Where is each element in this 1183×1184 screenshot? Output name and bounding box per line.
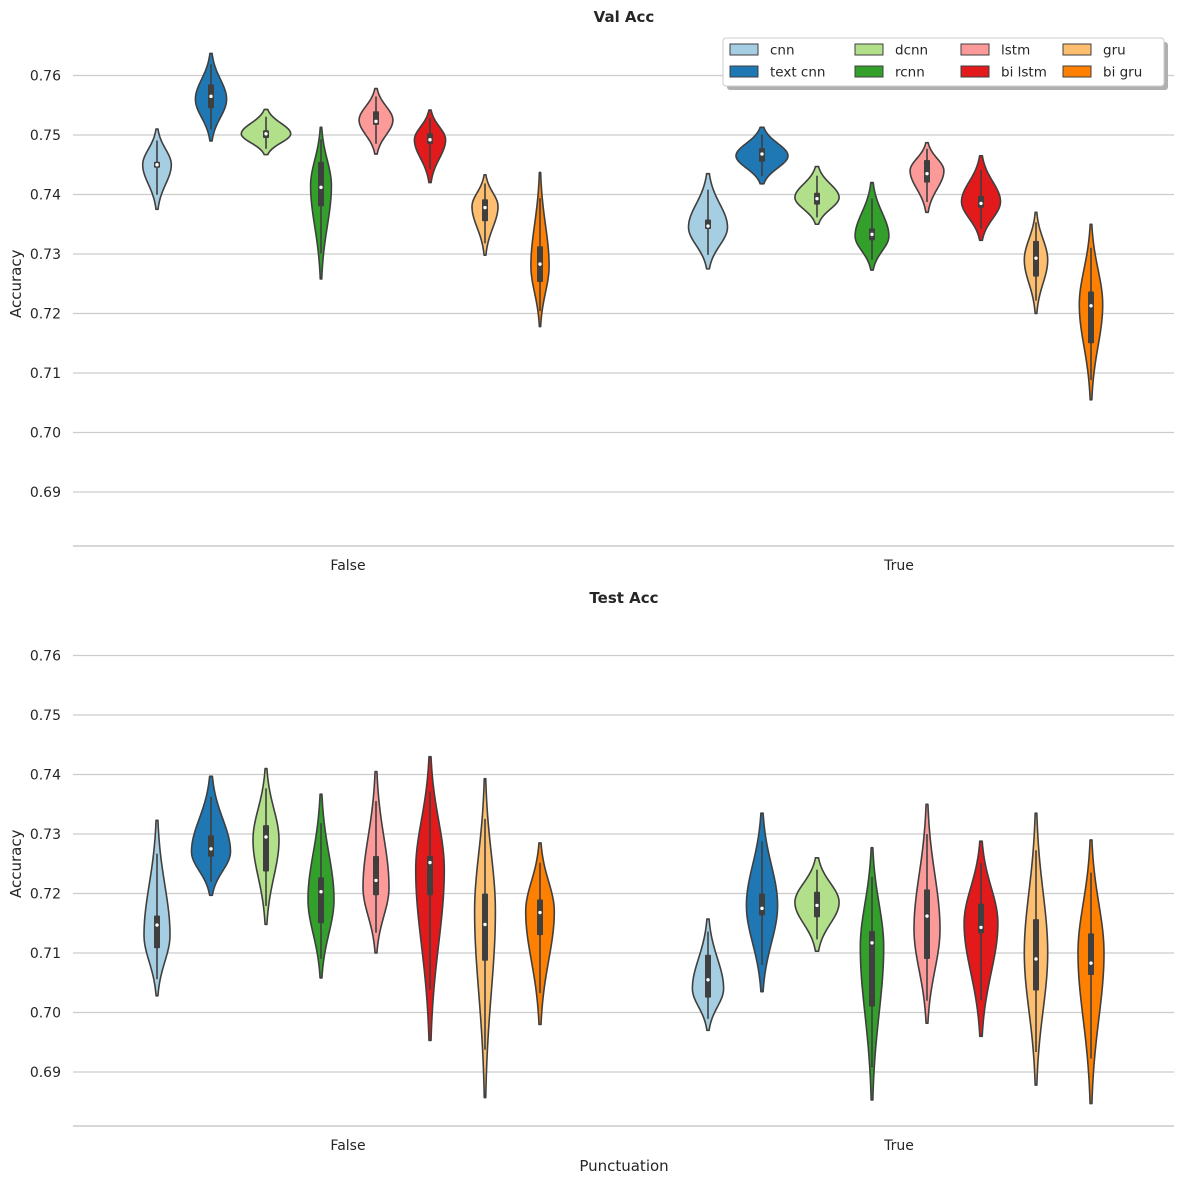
y-tick-label: 0.70 <box>30 1006 61 1022</box>
violin-bi-gru-false-median <box>538 262 542 266</box>
legend-label-gru: gru <box>1103 43 1126 59</box>
x-tick-label-false: False <box>330 558 365 574</box>
violin-text-cnn-true-median <box>760 906 764 911</box>
violin-lstm-false-iqr-box <box>373 856 379 896</box>
violin-bi-lstm-true-median <box>979 201 983 206</box>
violin-lstm-true-iqr-box <box>924 159 930 183</box>
violin-rcnn-false-median <box>319 185 323 190</box>
violin-rcnn-false-iqr-box <box>318 877 324 924</box>
legend-swatch-bi-gru <box>1062 65 1092 78</box>
chart-title: Test Acc <box>589 589 658 607</box>
y-tick-label: 0.72 <box>30 887 61 903</box>
y-tick-label: 0.69 <box>30 485 61 501</box>
legend-label-dcnn: dcnn <box>895 43 928 59</box>
y-tick-label: 0.75 <box>30 128 61 144</box>
violin-gru-true-median <box>1034 957 1038 961</box>
violin-bi-lstm-true-iqr-box <box>978 903 984 934</box>
y-tick-label: 0.69 <box>30 1065 61 1081</box>
legend-swatch-dcnn <box>854 43 884 56</box>
violin-bi-lstm-true-median <box>979 925 983 930</box>
legend-swatch-rcnn <box>854 65 884 78</box>
violin-text-cnn-true-median <box>760 152 764 156</box>
val-acc-panel: 0.69 0.70 0.71 0.72 0.73 0.74 0.75 0.76 False Tru… <box>7 8 1174 574</box>
violin-dcnn-false-median <box>264 835 268 839</box>
violin-gru-false-median <box>483 922 487 927</box>
violin-cnn-false-iqr-box <box>154 915 160 949</box>
violin-bi-lstm-false-median <box>428 138 432 142</box>
legend-swatch-gru <box>1062 43 1092 56</box>
legend-label-bi-gru: bi gru <box>1103 65 1142 81</box>
legend-swatch-text-cnn <box>729 65 759 78</box>
y-tick-label: 0.74 <box>30 188 61 204</box>
violin-text-cnn-false-median <box>209 847 213 851</box>
legend: cnn text cnn dcnn rcnn lstm bi lstm gru bi gru <box>722 37 1168 90</box>
violin-gru-false-iqr-box <box>482 199 488 222</box>
violin-rcnn-true-median <box>870 232 874 237</box>
legend-frame <box>722 37 1165 87</box>
violin-gru-false-iqr-box <box>482 893 488 961</box>
y-tick-label: 0.71 <box>30 366 61 382</box>
violin-bi-gru-true-median <box>1089 961 1093 965</box>
violin-cnn-true-median <box>706 978 710 982</box>
violin-bi-gru-false-median <box>538 910 542 915</box>
violin-rcnn-true-iqr-box <box>869 930 875 1007</box>
violin-rcnn-false-iqr-box <box>318 161 324 207</box>
legend-swatch-lstm <box>960 43 990 56</box>
violin-dcnn-true-median <box>815 196 819 201</box>
violin-gru-true-median <box>1034 256 1038 260</box>
legend-swatch-bi-lstm <box>960 65 990 78</box>
violin-bi-gru-true-iqr-box <box>1088 291 1094 344</box>
x-tick-label-true: True <box>883 558 914 574</box>
violin-lstm-true-median <box>925 914 929 918</box>
violin-bi-lstm-false-iqr-box <box>427 856 433 896</box>
y-tick-label: 0.72 <box>30 307 61 323</box>
violin-rcnn-false-median <box>319 890 323 894</box>
violin-bi-lstm-true-iqr-box <box>978 195 984 208</box>
test-acc-panel: 0.69 0.70 0.71 0.72 0.73 0.74 0.75 0.76 False Tru… <box>7 589 1174 1175</box>
legend-label-text-cnn: text cnn <box>770 65 825 81</box>
y-tick-label: 0.75 <box>30 708 61 724</box>
legend-swatch-cnn <box>729 43 759 56</box>
violin-gru-true-iqr-box <box>1033 919 1039 991</box>
violin-lstm-false-median <box>374 119 378 124</box>
y-axis-label: Accuracy <box>7 829 25 898</box>
x-axis-label: Punctuation <box>579 1157 668 1175</box>
violin-lstm-false-median <box>374 878 378 883</box>
violin-cnn-false-median <box>155 163 159 167</box>
x-tick-label-false: False <box>330 1138 365 1154</box>
legend-label-cnn: cnn <box>770 43 795 59</box>
y-tick-label: 0.76 <box>30 69 61 85</box>
violin-bi-gru-false-iqr-box <box>537 899 543 936</box>
y-tick-label: 0.71 <box>30 946 61 962</box>
y-tick-label: 0.74 <box>30 768 61 784</box>
violin-dcnn-true-median <box>815 903 819 908</box>
violin-cnn-false-median <box>155 923 159 927</box>
violin-lstm-true-median <box>925 171 929 176</box>
legend-label-rcnn: rcnn <box>895 65 925 81</box>
violin-text-cnn-true-iqr-box <box>759 893 765 916</box>
y-tick-label: 0.70 <box>30 426 61 442</box>
x-tick-label-true: True <box>883 1138 914 1154</box>
y-tick-label: 0.76 <box>30 649 61 665</box>
violin-bi-gru-true-iqr-box <box>1088 933 1094 976</box>
y-tick-label: 0.73 <box>30 827 61 843</box>
chart-title: Val Acc <box>594 8 655 26</box>
y-tick-label: 0.73 <box>30 247 61 263</box>
violin-lstm-true-iqr-box <box>924 889 930 959</box>
legend-label-lstm: lstm <box>1001 43 1030 59</box>
violin-bi-gru-true-median <box>1089 304 1093 308</box>
legend-label-bi-lstm: bi lstm <box>1001 65 1047 81</box>
violin-text-cnn-false-median <box>209 94 213 99</box>
violin-cnn-true-median <box>706 224 710 228</box>
violin-dcnn-false-iqr-box <box>263 825 269 872</box>
violin-dcnn-false-median <box>264 132 268 136</box>
violin-gru-false-median <box>483 205 487 210</box>
violin-cnn-true-iqr-box <box>705 954 711 998</box>
y-axis-label: Accuracy <box>7 249 25 318</box>
violin-bi-lstm-false-median <box>428 860 432 865</box>
violin-text-cnn-false-iqr-box <box>208 835 214 857</box>
violin-rcnn-true-median <box>870 941 874 945</box>
